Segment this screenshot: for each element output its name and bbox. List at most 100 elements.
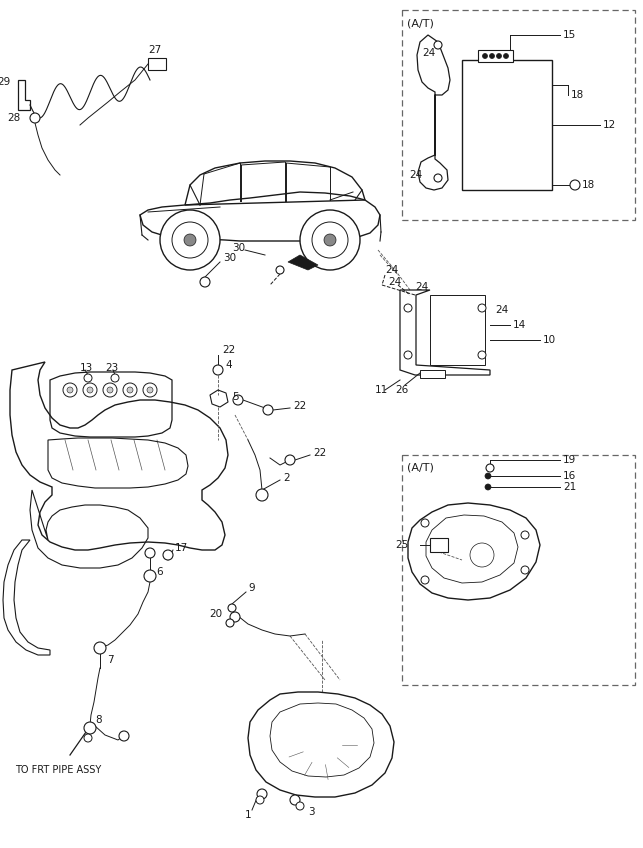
Circle shape <box>143 383 157 397</box>
Circle shape <box>296 802 304 810</box>
Text: 15: 15 <box>563 30 576 40</box>
Text: 24: 24 <box>388 277 401 287</box>
Circle shape <box>276 266 284 274</box>
Circle shape <box>230 612 240 622</box>
Circle shape <box>312 222 348 258</box>
Circle shape <box>489 53 494 59</box>
Circle shape <box>521 531 529 539</box>
Circle shape <box>147 387 153 393</box>
Circle shape <box>503 53 509 59</box>
Bar <box>462 60 552 190</box>
Circle shape <box>67 387 73 393</box>
Text: 8: 8 <box>95 715 102 725</box>
Circle shape <box>107 387 113 393</box>
Circle shape <box>84 734 92 742</box>
Text: 14: 14 <box>513 320 526 330</box>
Text: 18: 18 <box>571 90 584 100</box>
Circle shape <box>200 277 210 287</box>
Text: 13: 13 <box>80 363 93 373</box>
Text: 24: 24 <box>415 282 428 292</box>
Text: 24: 24 <box>385 265 398 275</box>
Text: (A/T): (A/T) <box>407 463 434 473</box>
Circle shape <box>103 383 117 397</box>
Text: 5: 5 <box>232 392 239 402</box>
Circle shape <box>84 722 96 734</box>
Text: 1: 1 <box>245 810 251 820</box>
Circle shape <box>485 484 491 490</box>
Text: 20: 20 <box>209 609 222 619</box>
Circle shape <box>256 489 268 501</box>
Circle shape <box>83 383 97 397</box>
Text: 9: 9 <box>248 583 255 593</box>
Circle shape <box>94 642 106 654</box>
Circle shape <box>144 570 156 582</box>
Circle shape <box>324 234 336 246</box>
Circle shape <box>184 234 196 246</box>
Text: 25: 25 <box>395 540 408 550</box>
Circle shape <box>87 387 93 393</box>
Circle shape <box>421 519 429 527</box>
Text: 27: 27 <box>149 45 161 55</box>
Circle shape <box>160 210 220 270</box>
Circle shape <box>263 405 273 415</box>
Text: 7: 7 <box>107 655 114 665</box>
Circle shape <box>233 395 243 405</box>
Circle shape <box>145 548 155 558</box>
Bar <box>420 370 445 378</box>
Text: 11: 11 <box>375 385 388 395</box>
Text: 26: 26 <box>395 385 408 395</box>
Circle shape <box>521 566 529 574</box>
Text: 24: 24 <box>409 170 422 180</box>
Text: (A/T): (A/T) <box>407 18 434 28</box>
Circle shape <box>478 304 486 312</box>
Circle shape <box>228 604 236 612</box>
Circle shape <box>485 473 491 479</box>
Circle shape <box>127 387 133 393</box>
Bar <box>430 538 448 552</box>
Circle shape <box>163 550 173 560</box>
Circle shape <box>434 174 442 182</box>
Circle shape <box>421 576 429 584</box>
Circle shape <box>84 374 92 382</box>
Circle shape <box>285 455 295 465</box>
Text: 23: 23 <box>105 363 118 373</box>
Text: TO FRT PIPE ASSY: TO FRT PIPE ASSY <box>15 765 101 775</box>
Circle shape <box>256 796 264 804</box>
Text: 4: 4 <box>225 360 231 370</box>
Circle shape <box>172 222 208 258</box>
Bar <box>430 295 485 365</box>
Text: 18: 18 <box>582 180 595 190</box>
Circle shape <box>119 731 129 741</box>
Bar <box>148 58 166 70</box>
Text: 22: 22 <box>222 345 235 355</box>
Bar <box>402 10 635 220</box>
Circle shape <box>486 464 494 472</box>
Circle shape <box>259 492 265 498</box>
Text: 24: 24 <box>422 48 435 58</box>
Circle shape <box>434 41 442 49</box>
Circle shape <box>123 383 137 397</box>
Text: 3: 3 <box>308 807 314 817</box>
Bar <box>402 455 635 685</box>
Circle shape <box>226 619 234 627</box>
Text: 16: 16 <box>563 471 576 481</box>
Circle shape <box>404 351 412 359</box>
Circle shape <box>496 53 502 59</box>
Circle shape <box>290 795 300 805</box>
Text: 22: 22 <box>293 401 306 411</box>
Text: 2: 2 <box>283 473 289 483</box>
Circle shape <box>111 374 119 382</box>
Circle shape <box>213 365 223 375</box>
Circle shape <box>63 383 77 397</box>
Circle shape <box>478 351 486 359</box>
Text: 17: 17 <box>175 543 188 553</box>
Circle shape <box>300 210 360 270</box>
Text: 30: 30 <box>232 243 245 253</box>
Circle shape <box>470 543 494 567</box>
Circle shape <box>404 304 412 312</box>
Text: 21: 21 <box>563 482 576 492</box>
Text: 30: 30 <box>223 253 236 263</box>
Text: 19: 19 <box>563 455 576 465</box>
Text: 29: 29 <box>0 77 10 87</box>
Circle shape <box>257 789 267 799</box>
